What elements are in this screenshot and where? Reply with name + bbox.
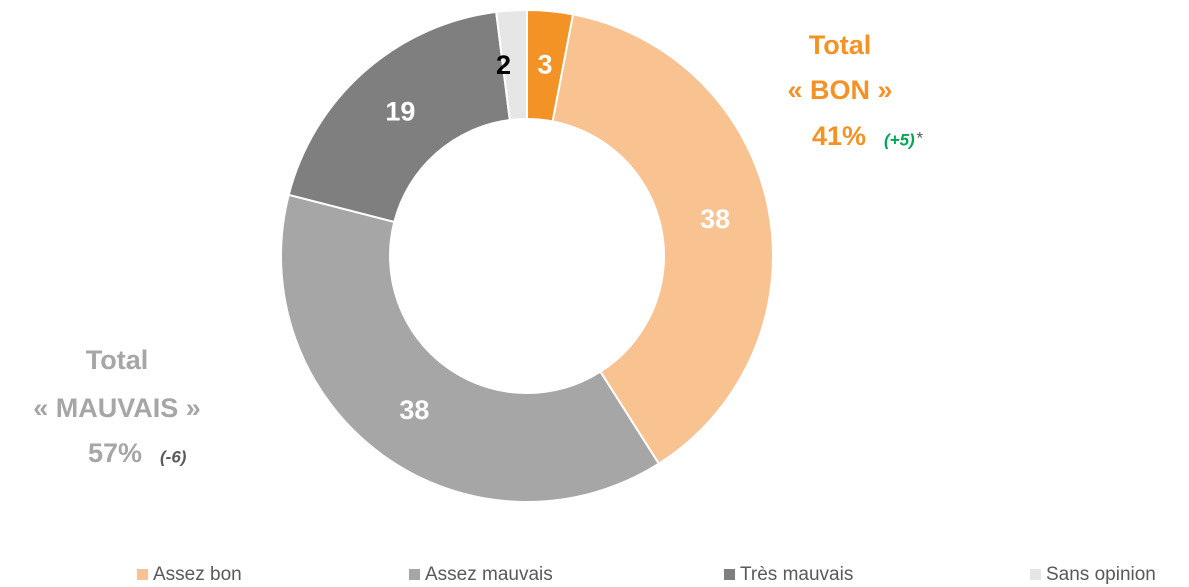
annotation-line: Total: [809, 30, 872, 60]
annotation-change: (-6): [160, 447, 187, 466]
data-label: 38: [700, 204, 730, 234]
legend-label: Assez mauvais: [425, 564, 553, 585]
legend-swatch: [1030, 569, 1041, 580]
data-label: 38: [399, 395, 429, 425]
annotation-total: 57%: [88, 438, 142, 468]
donut-segment: [495, 8, 528, 122]
legend-swatch: [137, 569, 148, 580]
legend-swatch: [409, 569, 420, 580]
data-label: 2: [496, 50, 511, 80]
data-label: 3: [538, 49, 553, 79]
data-label: 19: [385, 96, 415, 126]
legend-label: Très mauvais: [740, 564, 853, 585]
donut-segment: [280, 193, 661, 503]
donut-segment: [551, 13, 774, 466]
annotation-line: « BON »: [787, 75, 892, 105]
annotation-line: « MAUVAIS »: [33, 393, 201, 423]
annotation-total: 41%: [812, 121, 866, 151]
annotation-line: Total: [86, 345, 149, 375]
legend-swatch: [724, 569, 735, 580]
donut-segment: [287, 10, 511, 224]
legend-label: Assez bon: [153, 564, 242, 585]
legend-label: Sans opinion: [1046, 564, 1156, 585]
annotation-change: (+5): [884, 130, 915, 149]
annotation-note: *: [916, 128, 924, 147]
